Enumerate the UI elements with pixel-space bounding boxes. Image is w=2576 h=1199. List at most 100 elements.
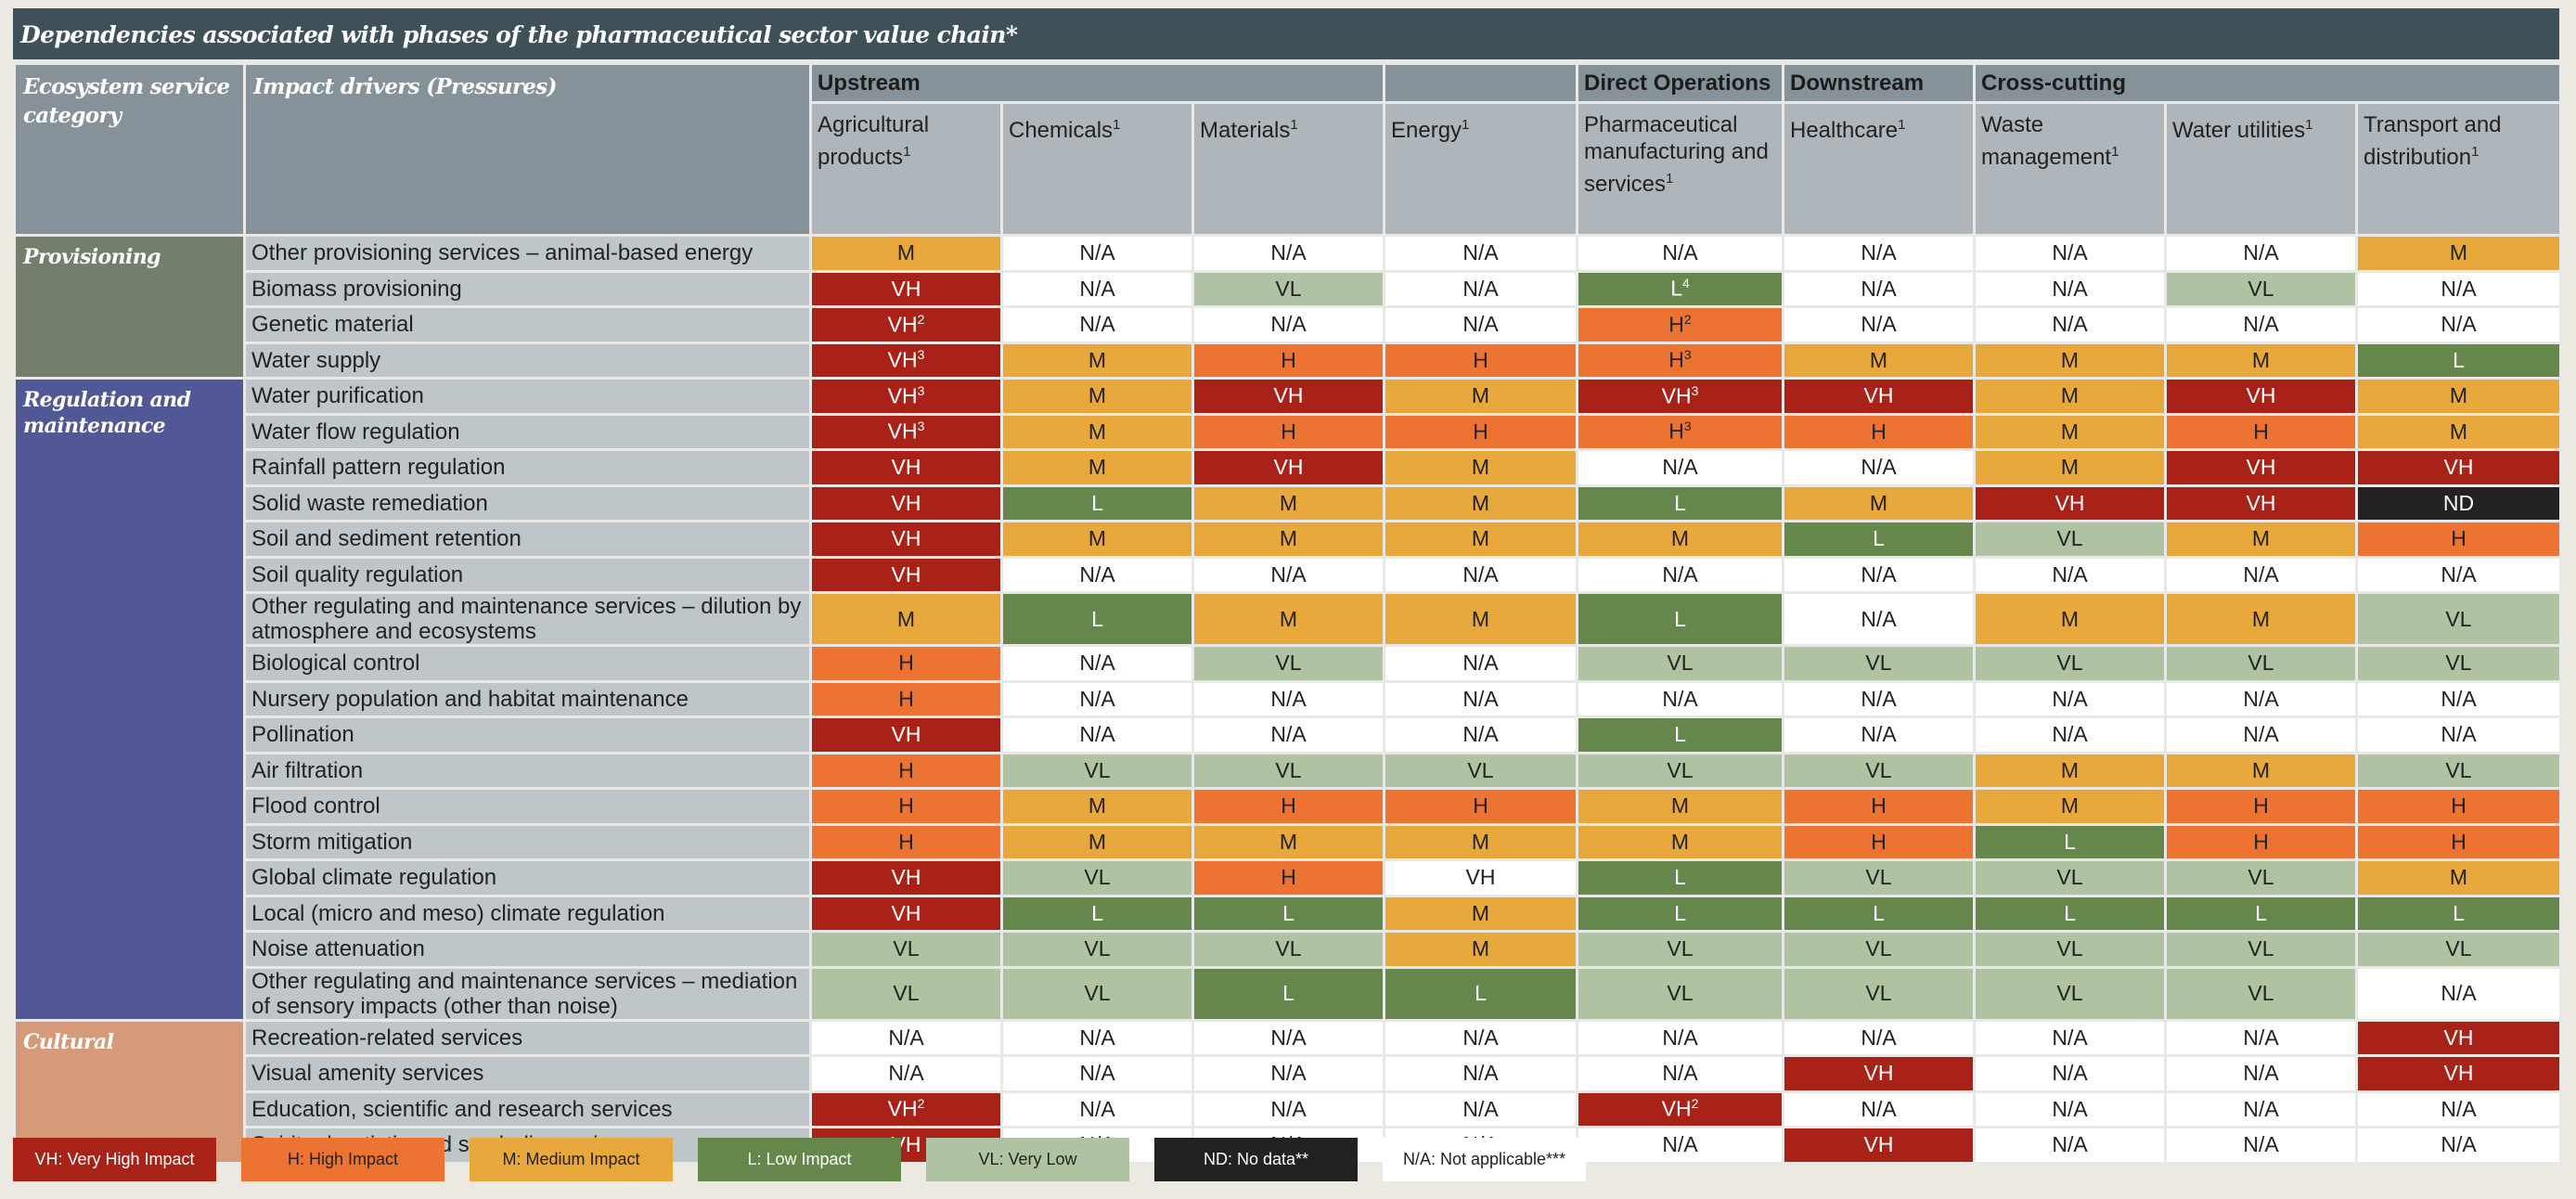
rating-cell: VL xyxy=(1576,644,1784,683)
rating-cell: N/A xyxy=(1576,234,1784,273)
rating-cell: N/A xyxy=(2355,716,2562,754)
rating-cell: N/A xyxy=(1191,305,1385,344)
rating-cell: VH xyxy=(809,716,1003,754)
rating-cell: VL xyxy=(1973,858,2167,897)
rating-cell: VL xyxy=(1973,965,2167,1022)
table-row: Visual amenity services N/A N/A N/A N/A N/A VH… xyxy=(15,1054,2562,1093)
rating-cell: VL xyxy=(2355,751,2562,790)
rating-cell: N/A xyxy=(2164,234,2358,273)
column-header: Transport and distribution1 xyxy=(2355,101,2562,237)
rating-cell: M xyxy=(2164,341,2358,380)
rating-cell: N/A xyxy=(809,1018,1003,1057)
rating-cell: N/A xyxy=(2355,679,2562,718)
footnote-marker: 2 xyxy=(917,311,925,327)
rating-cell: VL xyxy=(1191,269,1385,308)
rating-cell: N/A xyxy=(1000,644,1194,683)
rating-cell: VH2 xyxy=(1576,1089,1784,1128)
rating-cell: M xyxy=(2355,234,2562,273)
rating-cell: N/A xyxy=(1383,555,1578,594)
rating-cell: VH xyxy=(809,483,1003,522)
table-row: Flood control H M H H M H M H H xyxy=(15,787,2562,826)
footnote-marker: 2 xyxy=(917,1096,925,1112)
table-row: Other regulating and maintenance service… xyxy=(15,591,2562,647)
rating-cell: VL xyxy=(1973,520,2167,559)
rating-cell: N/A xyxy=(1383,679,1578,718)
table-row: Nursery population and habitat maintenan… xyxy=(15,679,2562,718)
rating-cell: VH2 xyxy=(809,305,1003,344)
rating-cell: N/A xyxy=(1383,1089,1578,1128)
rating-cell: L xyxy=(1576,483,1784,522)
rating-cell: M xyxy=(1000,448,1194,487)
rating-cell: H xyxy=(2164,787,2358,826)
footnote-marker: 1 xyxy=(1290,117,1298,133)
rating-cell: L xyxy=(1576,894,1784,933)
rating-cell: H xyxy=(1383,787,1578,826)
footnote-marker: 2 xyxy=(1691,1096,1699,1112)
rating-cell: H xyxy=(809,751,1003,790)
table-row: Water flow regulation VH3 M H H H3 H M H M xyxy=(15,412,2562,451)
rating-cell: L xyxy=(1973,894,2167,933)
rating-cell: L xyxy=(1782,894,1976,933)
rating-cell: H xyxy=(1782,822,1976,861)
rating-cell: H2 xyxy=(1576,305,1784,344)
rating-cell: VL xyxy=(1191,644,1385,683)
rating-cell: N/A xyxy=(1782,591,1976,647)
footnote-marker: 1 xyxy=(1462,117,1470,133)
rating-cell: N/A xyxy=(1383,269,1578,308)
rating-cell: N/A xyxy=(1782,679,1976,718)
footnote-marker: 1 xyxy=(1666,171,1674,187)
rating-cell: N/A xyxy=(1191,1054,1385,1093)
rating-cell: N/A xyxy=(1383,1018,1578,1057)
legend-item-m: M: Medium Impact xyxy=(470,1138,673,1181)
legend-item-l: L: Low Impact xyxy=(698,1138,901,1181)
rating-cell: VL xyxy=(2164,644,2358,683)
driver-label: Other regulating and maintenance service… xyxy=(243,591,812,647)
rating-cell: M xyxy=(2355,858,2562,897)
column-header: Healthcare1 xyxy=(1782,101,1976,237)
rating-cell: M xyxy=(1383,448,1578,487)
footnote-marker: 1 xyxy=(2111,144,2119,160)
driver-label: Genetic material xyxy=(243,305,812,344)
header-phase: Downstream xyxy=(1782,62,1976,104)
rating-cell: VH xyxy=(809,448,1003,487)
rating-cell: N/A xyxy=(1973,234,2167,273)
table-row: Pollination VH N/A N/A N/A L N/A N/A N/A N/A xyxy=(15,716,2562,754)
rating-cell: H xyxy=(1782,412,1976,451)
rating-cell: N/A xyxy=(1576,555,1784,594)
rating-cell: N/A xyxy=(1782,555,1976,594)
column-header: Energy1 xyxy=(1383,101,1578,237)
driver-label: Other regulating and maintenance service… xyxy=(243,965,812,1022)
rating-cell: N/A xyxy=(1000,234,1194,273)
rating-cell: N/A xyxy=(2164,1089,2358,1128)
rating-cell: N/A xyxy=(1383,234,1578,273)
rating-cell: H xyxy=(1383,412,1578,451)
rating-cell: N/A xyxy=(2164,555,2358,594)
category-cell: Provisioning xyxy=(13,234,246,380)
rating-cell: L xyxy=(1000,894,1194,933)
rating-cell: N/A xyxy=(1973,1018,2167,1057)
rating-cell: VL xyxy=(2164,269,2358,308)
rating-cell: VH xyxy=(2355,1018,2562,1057)
table-row: Solid waste remediation VH L M M L M VH VH ND xyxy=(15,483,2562,522)
rating-cell: VL xyxy=(1782,751,1976,790)
rating-cell: M xyxy=(1973,377,2167,416)
rating-cell: VH3 xyxy=(809,341,1003,380)
rating-cell: M xyxy=(809,591,1003,647)
rating-cell: M xyxy=(1383,377,1578,416)
table-row: Regulation and maintenance Water purifica… xyxy=(13,377,2562,1022)
rating-cell: VH xyxy=(809,555,1003,594)
driver-label: Biomass provisioning xyxy=(243,269,812,308)
rating-cell: N/A xyxy=(1782,269,1976,308)
rating-cell: VL xyxy=(1383,751,1578,790)
footnote-marker: 2 xyxy=(1683,311,1692,327)
rating-cell: VH xyxy=(1782,377,1976,416)
header-phase: Upstream xyxy=(809,62,1385,104)
rating-cell: VL xyxy=(1576,751,1784,790)
table-row: Global climate regulation VH VL H VH L VL VL VL M xyxy=(15,858,2562,897)
rating-cell: VL xyxy=(1576,965,1784,1022)
rating-cell: N/A xyxy=(1973,716,2167,754)
rating-cell: N/A xyxy=(1782,234,1976,273)
rating-cell: N/A xyxy=(1000,716,1194,754)
footnote-marker: 1 xyxy=(2305,117,2313,133)
footnote-marker: 1 xyxy=(1898,117,1906,133)
